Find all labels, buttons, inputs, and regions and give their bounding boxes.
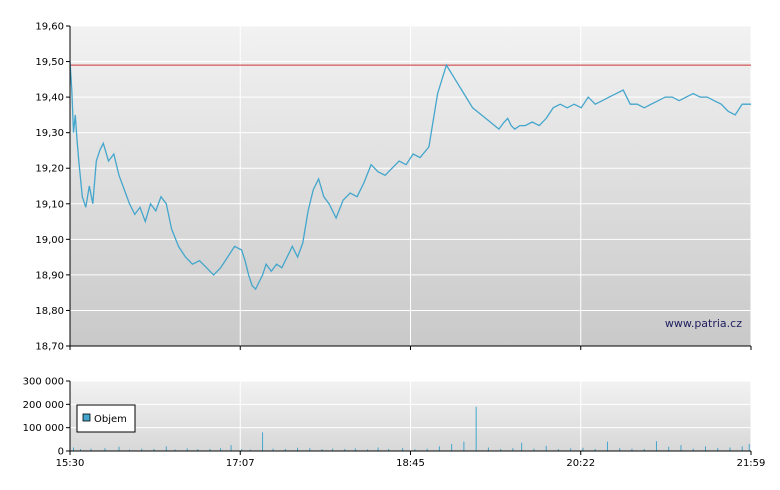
price-y-tick-label: 19,20: [35, 164, 64, 175]
x-tick-label: 15:30: [56, 458, 85, 469]
x-tick-label: 20:22: [566, 458, 595, 469]
x-tick-label: 17:07: [226, 458, 255, 469]
price-y-tick-label: 19,10: [35, 199, 64, 210]
volume-y-tick-label: 100 000: [23, 423, 64, 434]
price-y-tick-label: 19,30: [35, 128, 64, 139]
volume-y-ticks: 0 100 000 200 000 300 000: [23, 377, 70, 458]
price-y-tick-label: 18,90: [35, 270, 64, 281]
volume-legend: Objem: [76, 404, 136, 433]
legend-label: Objem: [94, 414, 127, 425]
watermark-text: www.patria.cz: [665, 317, 742, 330]
price-y-tick-label: 18,80: [35, 306, 64, 317]
price-y-tick-label: 19,40: [35, 93, 64, 104]
legend-swatch: [82, 413, 91, 422]
volume-y-tick-label: 300 000: [23, 377, 64, 388]
price-y-tick-label: 19,60: [35, 22, 64, 33]
time-x-ticks: 15:30 17:07 18:45 20:22 21:59: [56, 346, 766, 469]
price-y-tick-label: 18,70: [35, 342, 64, 353]
x-tick-label: 18:45: [396, 458, 425, 469]
price-y-ticks: 18,70 18,80 18,90 19,00 19,10 19,20 19,30 19,40…: [35, 22, 70, 353]
price-grid: [70, 25, 752, 346]
volume-grid: [70, 380, 752, 451]
x-tick-label: 21:59: [737, 458, 766, 469]
price-y-tick-label: 19,00: [35, 235, 64, 246]
price-y-tick-label: 19,50: [35, 57, 64, 68]
price-series-line: [69, 61, 751, 291]
volume-y-tick-label: 0: [58, 447, 64, 458]
volume-y-tick-label: 200 000: [23, 400, 64, 411]
